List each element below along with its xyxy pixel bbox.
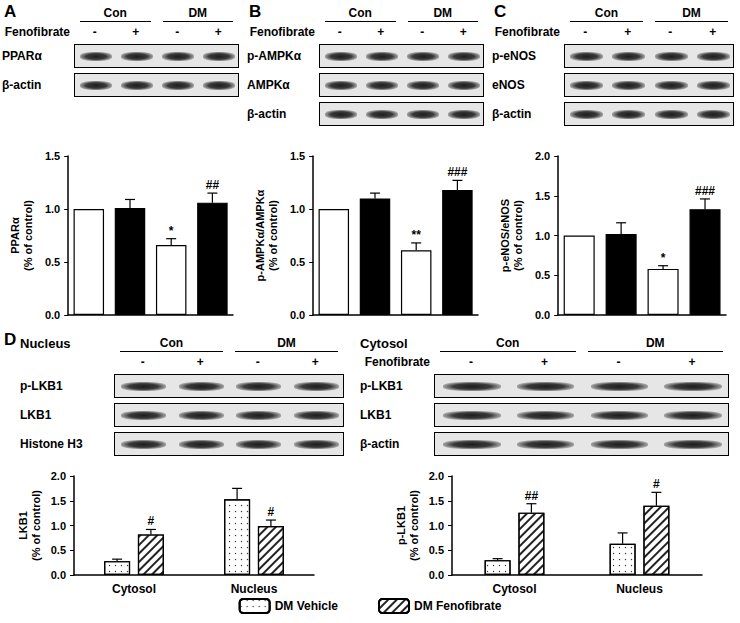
- html-text:Con: Con: [348, 6, 372, 20]
- svg-text:0.0: 0.0: [429, 569, 444, 581]
- svg-text:0.0: 0.0: [290, 309, 305, 321]
- svg-text:0.0: 0.0: [51, 569, 66, 581]
- svg-text:LKB1: LKB1: [17, 511, 29, 540]
- html-text:B: B: [249, 2, 262, 21]
- svg-text:0.0: 0.0: [45, 309, 60, 321]
- svg-text:1.5: 1.5: [51, 495, 66, 507]
- html-text:p-LKB1: p-LKB1: [20, 379, 63, 393]
- svg-text:2.0: 2.0: [429, 470, 444, 482]
- svg-text:DM Fenofibrate: DM Fenofibrate: [414, 599, 502, 613]
- svg-text:p-LKB1: p-LKB1: [395, 506, 407, 545]
- html-text:Con: Con: [103, 6, 127, 20]
- svg-text:0.5: 0.5: [535, 269, 550, 281]
- svg-text:Cytosol: Cytosol: [112, 582, 156, 596]
- html-text:DM: DM: [277, 336, 296, 350]
- html-text:DM: DM: [188, 6, 208, 20]
- html-text:D Nucleus: D Nucleus: [4, 330, 71, 351]
- svg-text:###: ###: [447, 165, 467, 179]
- svg-text:0.5: 0.5: [290, 256, 305, 268]
- svg-text:0.0: 0.0: [535, 309, 550, 321]
- html-text:DM: DM: [682, 6, 701, 20]
- svg-text:(% of control): (% of control): [408, 490, 420, 561]
- svg-text:0.5: 0.5: [51, 544, 66, 556]
- html-text:DM: DM: [645, 336, 665, 350]
- svg-text:#: #: [268, 505, 275, 519]
- html-text:DM: DM: [433, 6, 453, 20]
- html-text:Fenofibrate: Fenofibrate: [494, 25, 560, 39]
- html-text:AMPKα: AMPKα: [247, 78, 290, 92]
- html-text:C: C: [494, 2, 507, 21]
- html-text:Cytosol: Cytosol: [360, 336, 408, 351]
- svg-text:(% of control): (% of control): [267, 200, 279, 271]
- svg-text:*: *: [661, 251, 666, 265]
- html-text:Fenofibrate: Fenofibrate: [249, 25, 315, 39]
- html-text:p-AMPKα: p-AMPKα: [247, 49, 301, 63]
- svg-text:1.5: 1.5: [45, 150, 60, 162]
- svg-text:Nucleus: Nucleus: [616, 582, 663, 596]
- html-text:β-actin: β-actin: [492, 107, 532, 121]
- svg-text:1.0: 1.0: [45, 203, 60, 215]
- html-text:Con: Con: [496, 336, 520, 350]
- svg-text:1.0: 1.0: [535, 230, 550, 242]
- html-text:p-eNOS: p-eNOS: [492, 49, 536, 63]
- html-text:eNOS: eNOS: [492, 78, 525, 92]
- svg-text:2.0: 2.0: [51, 470, 66, 482]
- html-text:β-actin: β-actin: [2, 78, 42, 92]
- svg-text:Nucleus: Nucleus: [231, 582, 278, 596]
- html-text:A: A: [4, 2, 17, 21]
- html-text:p-LKB1: p-LKB1: [360, 379, 403, 393]
- svg-text:**: **: [412, 228, 422, 242]
- svg-text:###: ###: [695, 184, 715, 198]
- html-text:Fenofibrate: Fenofibrate: [4, 25, 70, 39]
- svg-text:1.5: 1.5: [290, 150, 305, 162]
- html-text:Histone H3: Histone H3: [20, 437, 83, 451]
- html-text:LKB1: LKB1: [20, 408, 52, 422]
- svg-text:#: #: [653, 477, 660, 491]
- svg-text:(% of control): (% of control): [22, 200, 34, 271]
- html-text:Fenofibrate: Fenofibrate: [364, 355, 430, 369]
- svg-text:##: ##: [525, 489, 539, 503]
- svg-text:1.0: 1.0: [51, 520, 66, 532]
- svg-text:DM Vehicle: DM Vehicle: [275, 599, 339, 613]
- svg-text:#: #: [148, 514, 155, 528]
- html-text:Con: Con: [159, 336, 184, 350]
- svg-text:PPARα: PPARα: [9, 217, 21, 254]
- html-text:β-actin: β-actin: [247, 107, 287, 121]
- svg-text:0.5: 0.5: [429, 544, 444, 556]
- svg-text:1.0: 1.0: [429, 520, 444, 532]
- svg-text:1.5: 1.5: [535, 190, 550, 202]
- svg-text:(% of control): (% of control): [512, 200, 524, 271]
- html-text:β-actin: β-actin: [360, 437, 400, 451]
- svg-text:(% of control): (% of control): [30, 490, 42, 561]
- svg-text:Cytosol: Cytosol: [492, 582, 536, 596]
- svg-text:1.5: 1.5: [429, 495, 444, 507]
- svg-text:1.0: 1.0: [290, 203, 305, 215]
- svg-text:##: ##: [206, 178, 220, 192]
- html-text:PPARα: PPARα: [2, 49, 42, 63]
- svg-text:*: *: [169, 224, 174, 238]
- svg-text:0.5: 0.5: [45, 256, 60, 268]
- svg-text:p-AMPKα/AMPKα: p-AMPKα/AMPKα: [254, 189, 266, 281]
- svg-text:p-eNOS/eNOS: p-eNOS/eNOS: [499, 199, 511, 272]
- svg-text:2.0: 2.0: [535, 150, 550, 162]
- html-text:Con: Con: [594, 6, 619, 20]
- html-text:LKB1: LKB1: [360, 408, 392, 422]
